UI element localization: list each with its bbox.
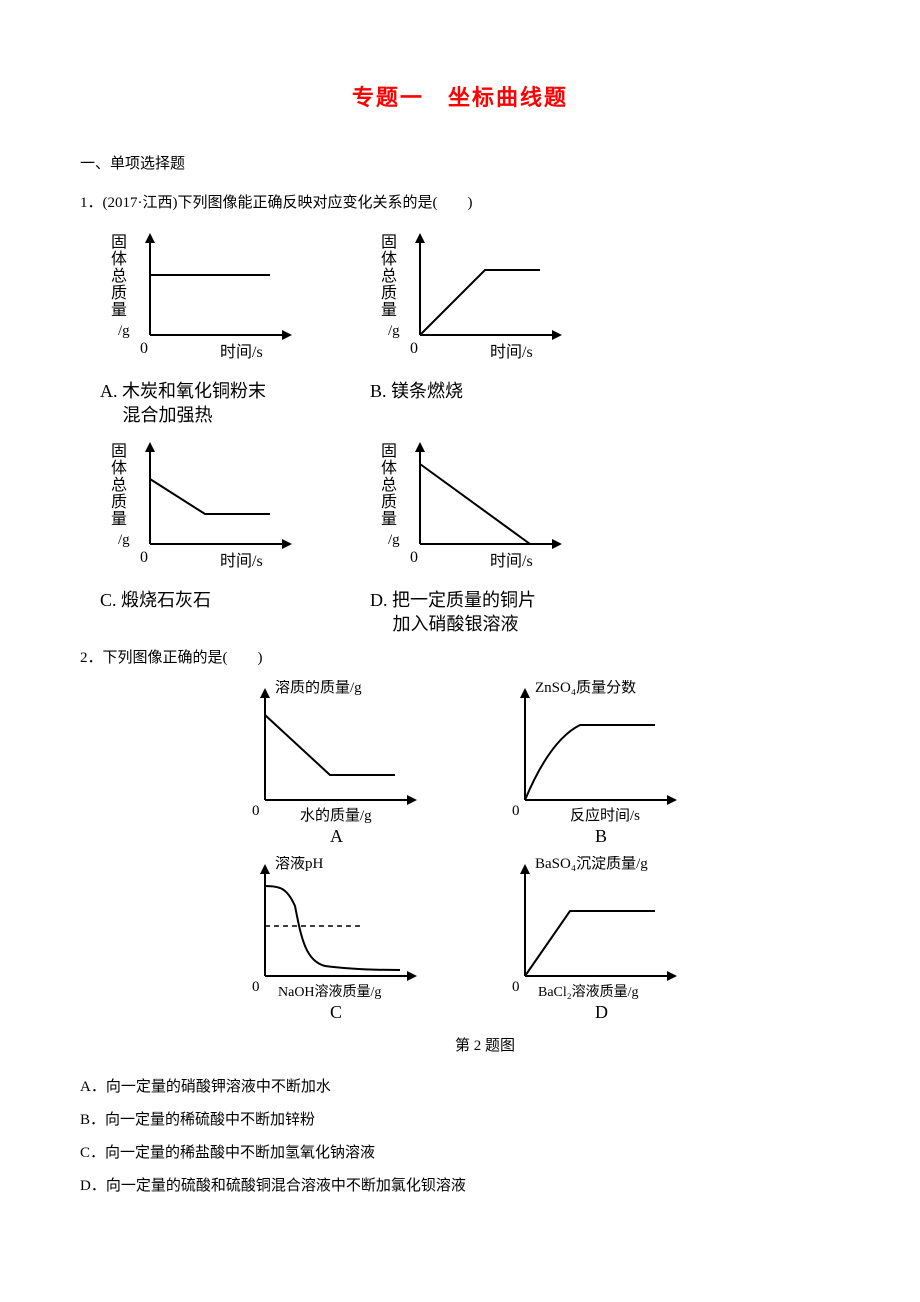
svg-text:水的质量/g: 水的质量/g [300,807,372,824]
svg-text:0: 0 [512,803,520,819]
q1-panel-a: 固体总质量 /g 0 时间/s A. 木炭和氧化铜粉末 混合加强热 [100,225,310,428]
ylabel: 固体总质量 [108,442,124,527]
svg-text:/g: /g [388,532,400,548]
q2-chart-a: 溶质的质量/g 0 水的质量/g A [230,680,430,850]
svg-text:0: 0 [140,340,148,357]
q2-choice-a: A．向一定量的硝酸钾溶液中不断加水 [80,1071,840,1104]
q1-figure: 固体总质量 /g 0 时间/s A. 木炭和氧化铜粉末 混合加强热 [100,225,840,636]
svg-text:A: A [330,826,343,846]
q2-panel-d: BaSO₄沉淀质量/g 0 BaCl₂溶液质量/g D [490,856,700,1026]
svg-text:BaSO₄沉淀质量/g: BaSO₄沉淀质量/g [535,856,648,872]
svg-text:C: C [330,1002,342,1022]
q2-panel-b: ZnSO₄质量分数 0 反应时间/s B [490,680,700,850]
svg-text:0: 0 [410,340,418,357]
svg-text:时间/s: 时间/s [490,343,533,361]
q2-choice-d: D．向一定量的硫酸和硫酸铜混合溶液中不断加氯化钡溶液 [80,1170,840,1203]
q2-chart-b: ZnSO₄质量分数 0 反应时间/s B [490,680,700,850]
svg-text:/g: /g [388,323,400,339]
svg-text:时间/s: 时间/s [220,552,263,570]
svg-text:B: B [595,826,607,846]
q1-panel-c: 固体总质量 /g 0 时间/s C. 煅烧石灰石 [100,434,310,612]
q2-figure: 溶质的质量/g 0 水的质量/g A ZnSO₄质量分数 0 [230,680,840,1055]
svg-text:NaOH溶液质量/g: NaOH溶液质量/g [278,984,381,1000]
q1-chart-b: 固体总质量 /g 0 时间/s [370,225,580,375]
q2-panel-c: 溶液pH 0 NaOH溶液质量/g C [230,856,430,1026]
svg-text:溶质的质量/g: 溶质的质量/g [275,680,362,696]
page-title: 专题一 坐标曲线题 [80,80,840,112]
section-heading: 一、单项选择题 [80,152,840,173]
q1-chart-a: 固体总质量 /g 0 时间/s [100,225,310,375]
q2-caption: 第 2 题图 [130,1034,840,1055]
svg-text:0: 0 [252,979,260,995]
svg-text:/g: /g [118,323,130,339]
q1-opt-b: B. 镁条燃烧 [370,379,463,403]
q1-opt-c: C. 煅烧石灰石 [100,588,211,612]
q2-chart-d: BaSO₄沉淀质量/g 0 BaCl₂溶液质量/g D [490,856,700,1026]
svg-text:0: 0 [252,803,260,819]
svg-text:ZnSO₄质量分数: ZnSO₄质量分数 [535,680,636,696]
q2-stem: 2．下列图像正确的是( ) [80,646,840,670]
svg-text:0: 0 [512,979,520,995]
q2-panel-a: 溶质的质量/g 0 水的质量/g A [230,680,430,850]
q1-panel-d: 固体总质量 /g 0 时间/s D. 把一定质量的铜片 加入硝酸银溶液 [370,434,580,637]
svg-text:溶液pH: 溶液pH [275,856,324,872]
q1-stem: 1．(2017·江西)下列图像能正确反映对应变化关系的是( ) [80,191,840,215]
q2-chart-c: 溶液pH 0 NaOH溶液质量/g C [230,856,430,1026]
ylabel: 固体总质量 [378,233,394,318]
q1-opt-a: A. 木炭和氧化铜粉末 混合加强热 [100,379,266,428]
svg-text:BaCl₂溶液质量/g: BaCl₂溶液质量/g [538,984,639,1000]
svg-text:0: 0 [410,549,418,566]
svg-text:时间/s: 时间/s [220,343,263,361]
q1-chart-d: 固体总质量 /g 0 时间/s [370,434,580,584]
q2-choices: A．向一定量的硝酸钾溶液中不断加水 B．向一定量的稀硫酸中不断加锌粉 C．向一定… [80,1071,840,1203]
ylabel: 固体总质量 [108,233,124,318]
q1-opt-d: D. 把一定质量的铜片 加入硝酸银溶液 [370,588,536,637]
q2-choice-c: C．向一定量的稀盐酸中不断加氢氧化钠溶液 [80,1137,840,1170]
svg-text:反应时间/s: 反应时间/s [570,806,640,824]
svg-text:时间/s: 时间/s [490,552,533,570]
ylabel: 固体总质量 [378,442,394,527]
svg-text:/g: /g [118,532,130,548]
q1-panel-b: 固体总质量 /g 0 时间/s B. 镁条燃烧 [370,225,580,403]
svg-text:D: D [595,1002,608,1022]
svg-text:0: 0 [140,549,148,566]
qq2-choice-b: B．向一定量的稀硫酸中不断加锌粉 [80,1104,840,1137]
q1-chart-c: 固体总质量 /g 0 时间/s [100,434,310,584]
